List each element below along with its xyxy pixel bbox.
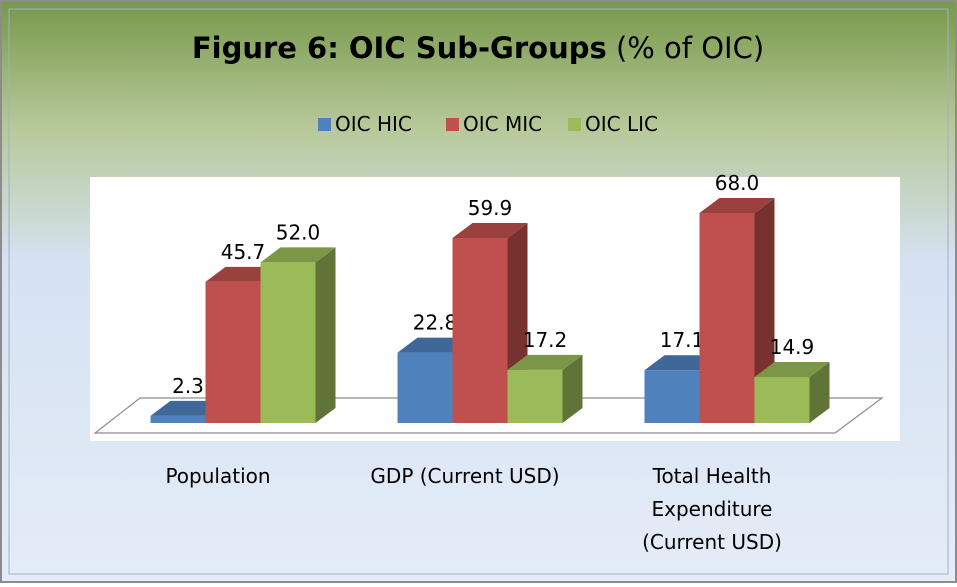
x-tick-label: Total Health Expenditure (Current USD) bbox=[642, 464, 782, 554]
bar-front bbox=[754, 376, 810, 423]
bar bbox=[507, 354, 583, 423]
subtitle: (% of OIC) bbox=[616, 31, 764, 65]
x-tick-label-line: Total Health bbox=[652, 464, 772, 488]
legend-label: OIC MIC bbox=[463, 112, 542, 136]
x-tick-label-line: (Current USD) bbox=[642, 530, 782, 554]
legend-label: OIC LIC bbox=[585, 112, 658, 136]
bar-front bbox=[260, 262, 316, 423]
bar-front bbox=[452, 238, 508, 423]
bar bbox=[754, 361, 830, 423]
x-tick-label: GDP (Current USD) bbox=[370, 464, 559, 488]
x-tick-label: Population bbox=[165, 464, 270, 488]
legend-swatch bbox=[318, 118, 331, 131]
bar-front bbox=[644, 370, 700, 423]
value-label: 2.3 bbox=[172, 374, 204, 398]
frame bbox=[8, 8, 949, 575]
value-label: 59.9 bbox=[468, 196, 513, 220]
bar-top bbox=[452, 223, 528, 239]
x-tick-label-line: Expenditure bbox=[651, 497, 772, 521]
bar-top bbox=[507, 354, 583, 370]
legend-swatch bbox=[446, 118, 459, 131]
bar-top bbox=[260, 247, 336, 263]
legend-label: OIC HIC bbox=[335, 112, 412, 136]
bar-front bbox=[397, 352, 453, 423]
bar bbox=[260, 247, 336, 423]
bar-side bbox=[315, 247, 336, 423]
value-label: 17.2 bbox=[523, 328, 568, 352]
bar-front bbox=[699, 213, 755, 423]
bar-front bbox=[205, 281, 261, 423]
value-label: 22.8 bbox=[413, 311, 458, 335]
bar-side bbox=[562, 354, 583, 423]
value-label: 14.9 bbox=[770, 335, 815, 359]
value-label: 52.0 bbox=[276, 220, 321, 244]
value-label: 45.7 bbox=[221, 240, 266, 264]
bar-top bbox=[754, 361, 830, 377]
bar bbox=[699, 198, 775, 423]
bar-top bbox=[699, 198, 775, 213]
bar-side bbox=[809, 361, 830, 423]
chart-title: Figure 6: OIC Sub-Groups (% of OIC) bbox=[192, 31, 764, 65]
bar-front bbox=[507, 369, 563, 423]
legend-swatch bbox=[568, 118, 581, 131]
value-label: 68.0 bbox=[715, 171, 760, 195]
value-label: 17.1 bbox=[660, 328, 705, 352]
title: Figure 6: OIC Sub-Groups bbox=[192, 31, 607, 65]
bar-front bbox=[150, 415, 206, 423]
